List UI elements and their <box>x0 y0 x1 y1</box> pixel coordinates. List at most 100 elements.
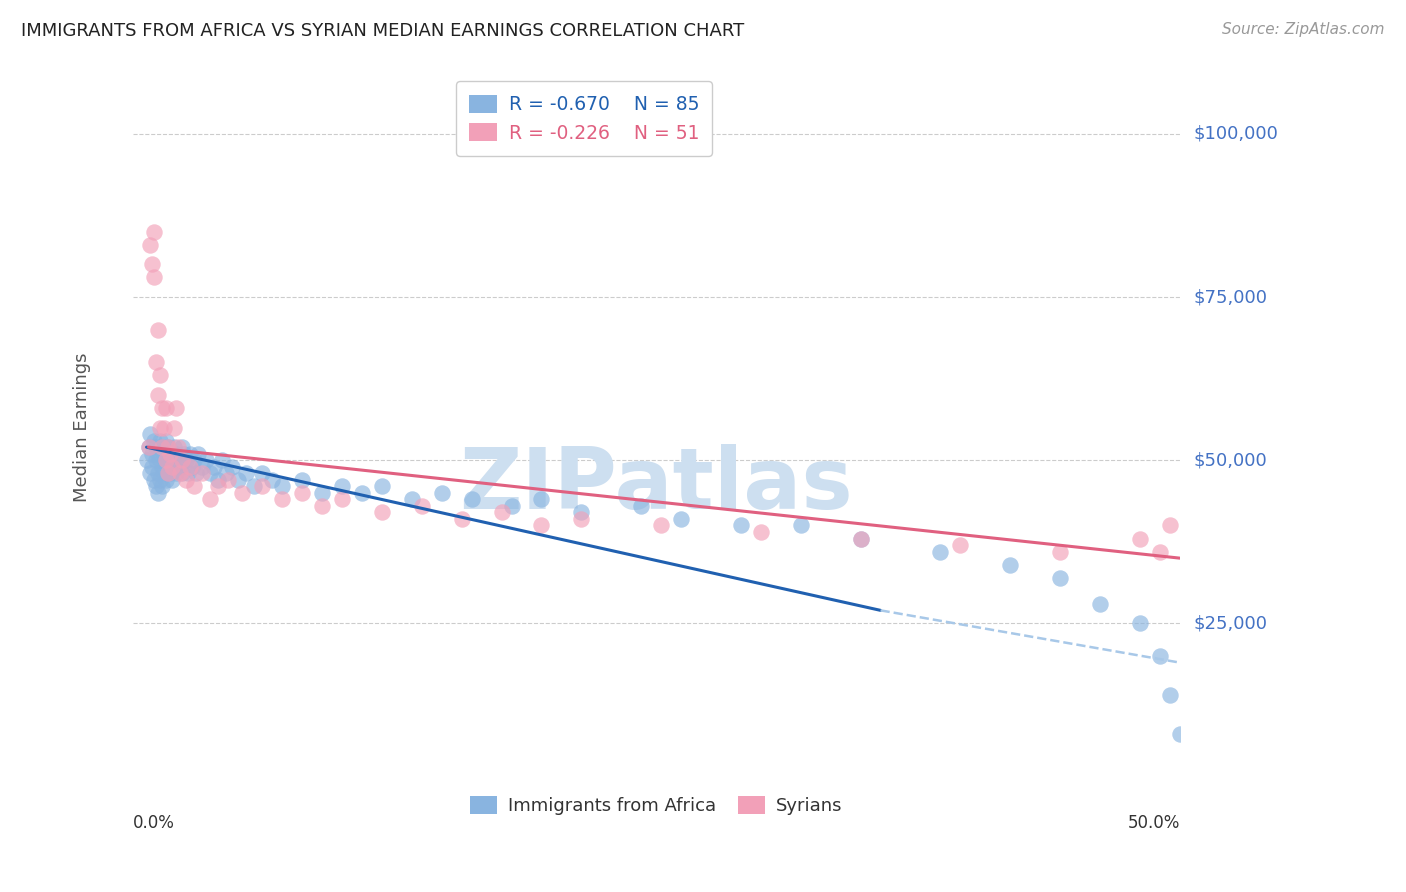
Point <box>530 518 553 533</box>
Point <box>165 447 187 461</box>
Point <box>998 558 1021 572</box>
Point <box>200 467 222 481</box>
Point <box>569 505 592 519</box>
Point <box>221 459 243 474</box>
Point <box>217 473 239 487</box>
Point <box>159 447 181 461</box>
Text: 0.0%: 0.0% <box>132 814 174 832</box>
Point <box>202 459 225 474</box>
Point <box>155 453 177 467</box>
Point <box>350 486 373 500</box>
Point <box>291 473 314 487</box>
Point <box>155 401 177 415</box>
Point <box>530 492 553 507</box>
Point <box>311 499 333 513</box>
Point <box>371 505 394 519</box>
Point <box>250 479 273 493</box>
Text: ZIPatlas: ZIPatlas <box>460 443 853 526</box>
Point <box>152 440 174 454</box>
Point <box>630 499 652 513</box>
Point <box>139 427 162 442</box>
Point <box>145 440 167 454</box>
Point <box>1149 544 1171 558</box>
Point <box>250 467 273 481</box>
Point <box>271 492 294 507</box>
Point <box>163 440 186 454</box>
Point <box>149 473 172 487</box>
Point <box>163 459 186 474</box>
Text: $25,000: $25,000 <box>1194 615 1268 632</box>
Point <box>215 467 238 481</box>
Point <box>929 544 952 558</box>
Point <box>149 368 172 383</box>
Point <box>162 473 184 487</box>
Point <box>155 434 177 448</box>
Point <box>143 225 166 239</box>
Point <box>291 486 314 500</box>
Point <box>207 473 229 487</box>
Point <box>450 512 472 526</box>
Point <box>138 440 160 454</box>
Point <box>135 453 157 467</box>
Point <box>1159 518 1181 533</box>
Point <box>401 492 423 507</box>
Point <box>1168 727 1191 741</box>
Point <box>155 473 177 487</box>
Point <box>200 492 222 507</box>
Point <box>167 440 190 454</box>
Point <box>191 467 214 481</box>
Point <box>148 323 170 337</box>
Point <box>172 467 194 481</box>
Point <box>231 486 253 500</box>
Point <box>152 401 174 415</box>
Point <box>157 467 180 481</box>
Point <box>460 492 482 507</box>
Point <box>163 420 186 434</box>
Point <box>226 473 249 487</box>
Text: IMMIGRANTS FROM AFRICA VS SYRIAN MEDIAN EARNINGS CORRELATION CHART: IMMIGRANTS FROM AFRICA VS SYRIAN MEDIAN … <box>21 22 744 40</box>
Point <box>165 467 187 481</box>
Point <box>149 434 172 448</box>
Point <box>159 467 181 481</box>
Point <box>1049 544 1071 558</box>
Point <box>235 467 257 481</box>
Text: Source: ZipAtlas.com: Source: ZipAtlas.com <box>1222 22 1385 37</box>
Point <box>187 447 209 461</box>
Point <box>183 453 205 467</box>
Point <box>143 434 166 448</box>
Point <box>730 518 752 533</box>
Point <box>262 473 284 487</box>
Point <box>243 479 266 493</box>
Point <box>169 459 191 474</box>
Point <box>1159 688 1181 702</box>
Point <box>849 532 872 546</box>
Point <box>165 401 187 415</box>
Point <box>1088 597 1111 611</box>
Point <box>177 467 200 481</box>
Point <box>153 467 176 481</box>
Point <box>501 499 523 513</box>
Point <box>195 453 218 467</box>
Point <box>157 459 180 474</box>
Point <box>149 453 172 467</box>
Point <box>159 447 181 461</box>
Point <box>169 467 191 481</box>
Point <box>949 538 972 552</box>
Point <box>173 447 195 461</box>
Point <box>145 479 167 493</box>
Text: 50.0%: 50.0% <box>1128 814 1180 832</box>
Point <box>149 420 172 434</box>
Point <box>167 453 190 467</box>
Point <box>148 447 170 461</box>
Point <box>749 524 772 539</box>
Point <box>1149 648 1171 663</box>
Point <box>790 518 813 533</box>
Point <box>139 467 162 481</box>
Point <box>1129 616 1152 631</box>
Point <box>148 388 170 402</box>
Point <box>271 479 294 493</box>
Text: $50,000: $50,000 <box>1194 451 1267 469</box>
Point <box>138 440 160 454</box>
Point <box>145 453 167 467</box>
Point <box>141 447 163 461</box>
